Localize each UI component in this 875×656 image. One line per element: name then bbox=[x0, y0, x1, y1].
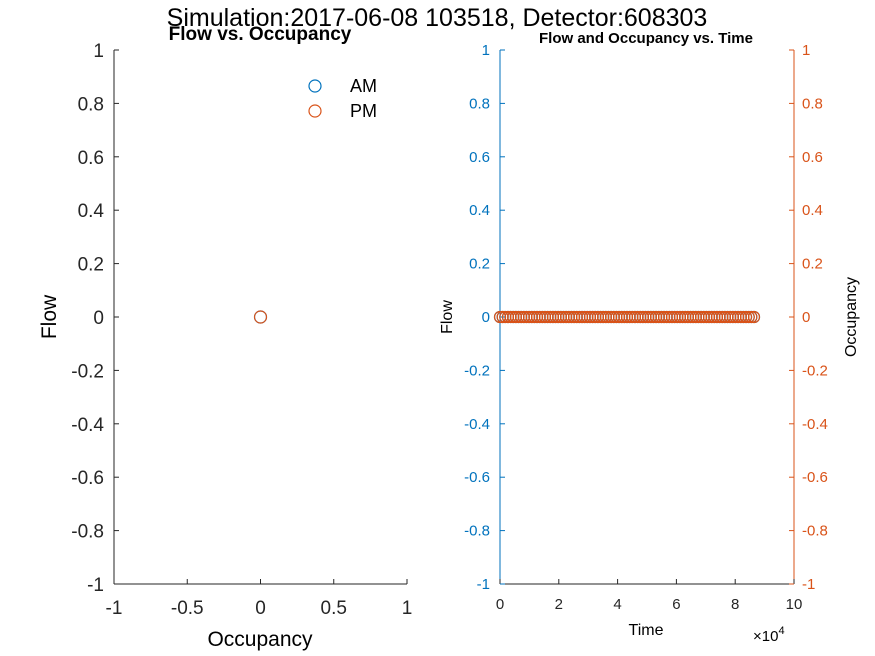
left-chart-x-label: Occupancy bbox=[207, 628, 313, 651]
flow-occupancy-vs-time-chart: Flow and Occupancy vs. Time 0 2 4 6 8 10 -1-0… bbox=[439, 30, 860, 645]
y-tick-label: -0.4 bbox=[71, 415, 104, 436]
y-tick-label: 0.8 bbox=[78, 94, 104, 115]
x-tick-label: 4 bbox=[613, 596, 621, 613]
x-tick-label: 1 bbox=[402, 598, 413, 619]
right-y-tick-label: 0.2 bbox=[802, 256, 823, 273]
right-chart-title: Flow and Occupancy vs. Time bbox=[539, 30, 753, 47]
time-point-right bbox=[739, 310, 753, 324]
left-chart-y-ticks: -1 -0.8 -0.6 -0.4 -0.2 0 0.2 0.4 0.6 0.8 1 bbox=[71, 41, 119, 596]
x-tick-label: 6 bbox=[672, 596, 680, 613]
x-tick-label: 8 bbox=[731, 596, 739, 613]
right-chart-right-y-label: Occupancy bbox=[843, 277, 860, 357]
right-y-tick-label: 0 bbox=[802, 309, 810, 326]
left-chart-x-ticks: -1 -0.5 0 0.5 1 bbox=[106, 579, 413, 619]
y-tick-label: 1 bbox=[93, 41, 104, 62]
x-tick-label: -0.5 bbox=[171, 598, 204, 619]
y-tick-label: -1 bbox=[87, 575, 104, 596]
right-chart-x-label: Time bbox=[629, 622, 664, 639]
left-chart-y-label: Flow bbox=[38, 294, 61, 339]
left-chart-title: Flow vs. Occupancy bbox=[169, 24, 352, 45]
x-exponent-base: ×10 bbox=[753, 628, 778, 645]
right-y-tick-label: 0.8 bbox=[802, 95, 823, 112]
left-y-tick-label: -0.6 bbox=[464, 469, 490, 486]
right-y-tick-label: 1 bbox=[802, 42, 810, 59]
left-y-tick-label: 0.2 bbox=[469, 256, 490, 273]
time-point-right bbox=[745, 310, 758, 324]
left-y-tick-label: -1 bbox=[477, 576, 490, 593]
right-chart-left-y-label: Flow bbox=[439, 300, 456, 334]
left-y-tick-label: 0.8 bbox=[469, 95, 490, 112]
left-y-tick-label: -0.2 bbox=[464, 362, 490, 379]
legend-label-pm: PM bbox=[350, 101, 377, 121]
legend-marker-am bbox=[308, 79, 322, 93]
left-y-tick-label: 0.6 bbox=[469, 149, 490, 166]
left-y-tick-label: 1 bbox=[482, 42, 490, 59]
legend: AM PM bbox=[308, 76, 377, 121]
x-tick-label: 0 bbox=[255, 598, 266, 619]
x-tick-label: 0 bbox=[496, 596, 504, 613]
figure-suptitle: Simulation:2017-06-08 103518, Detector:6… bbox=[167, 4, 708, 32]
right-chart-x-ticks: 0 2 4 6 8 10 bbox=[496, 579, 803, 613]
right-y-tick-label: -1 bbox=[802, 576, 815, 593]
flow-vs-occupancy-chart: Flow vs. Occupancy -1 -0.5 0 0.5 1 -1 -0.8 -0.… bbox=[38, 24, 412, 651]
left-chart-points bbox=[253, 310, 268, 324]
right-chart-points bbox=[493, 310, 761, 324]
x-tick-label: 2 bbox=[555, 596, 563, 613]
left-y-tick-label: 0 bbox=[482, 309, 490, 326]
right-y-tick-label: -0.2 bbox=[802, 362, 828, 379]
data-point-pm bbox=[253, 310, 268, 324]
left-y-tick-label: -0.8 bbox=[464, 523, 490, 540]
x-tick-label: 10 bbox=[786, 596, 803, 613]
right-y-tick-label: -0.4 bbox=[802, 416, 828, 433]
right-chart-right-y-ticks: -1 -0.8 -0.6 -0.4 -0.2 0 0.2 0.4 0.6 0.8 1 bbox=[789, 42, 828, 593]
left-y-tick-label: 0.4 bbox=[469, 202, 490, 219]
time-point-right bbox=[742, 310, 755, 324]
legend-marker-pm bbox=[308, 104, 322, 118]
right-y-tick-label: 0.6 bbox=[802, 149, 823, 166]
y-tick-label: -0.6 bbox=[71, 468, 104, 489]
left-y-tick-label: -0.4 bbox=[464, 416, 490, 433]
legend-label-am: AM bbox=[350, 76, 377, 96]
x-tick-label: -1 bbox=[106, 598, 123, 619]
x-exponent-label: ×104 bbox=[753, 625, 785, 645]
y-tick-label: 0.6 bbox=[78, 148, 104, 169]
y-tick-label: -0.2 bbox=[71, 361, 104, 382]
time-point-right bbox=[747, 310, 761, 324]
right-chart-left-y-ticks: -1 -0.8 -0.6 -0.4 -0.2 0 0.2 0.4 0.6 0.8 1 bbox=[464, 42, 505, 593]
y-tick-label: 0.2 bbox=[78, 255, 104, 276]
right-y-tick-label: -0.8 bbox=[802, 523, 828, 540]
x-tick-label: 0.5 bbox=[321, 598, 347, 619]
y-tick-label: -0.8 bbox=[71, 522, 104, 543]
y-tick-label: 0.4 bbox=[78, 201, 105, 222]
x-exponent-power: 4 bbox=[778, 625, 784, 637]
y-tick-label: 0 bbox=[93, 308, 104, 329]
right-y-tick-label: -0.6 bbox=[802, 469, 828, 486]
right-y-tick-label: 0.4 bbox=[802, 202, 823, 219]
